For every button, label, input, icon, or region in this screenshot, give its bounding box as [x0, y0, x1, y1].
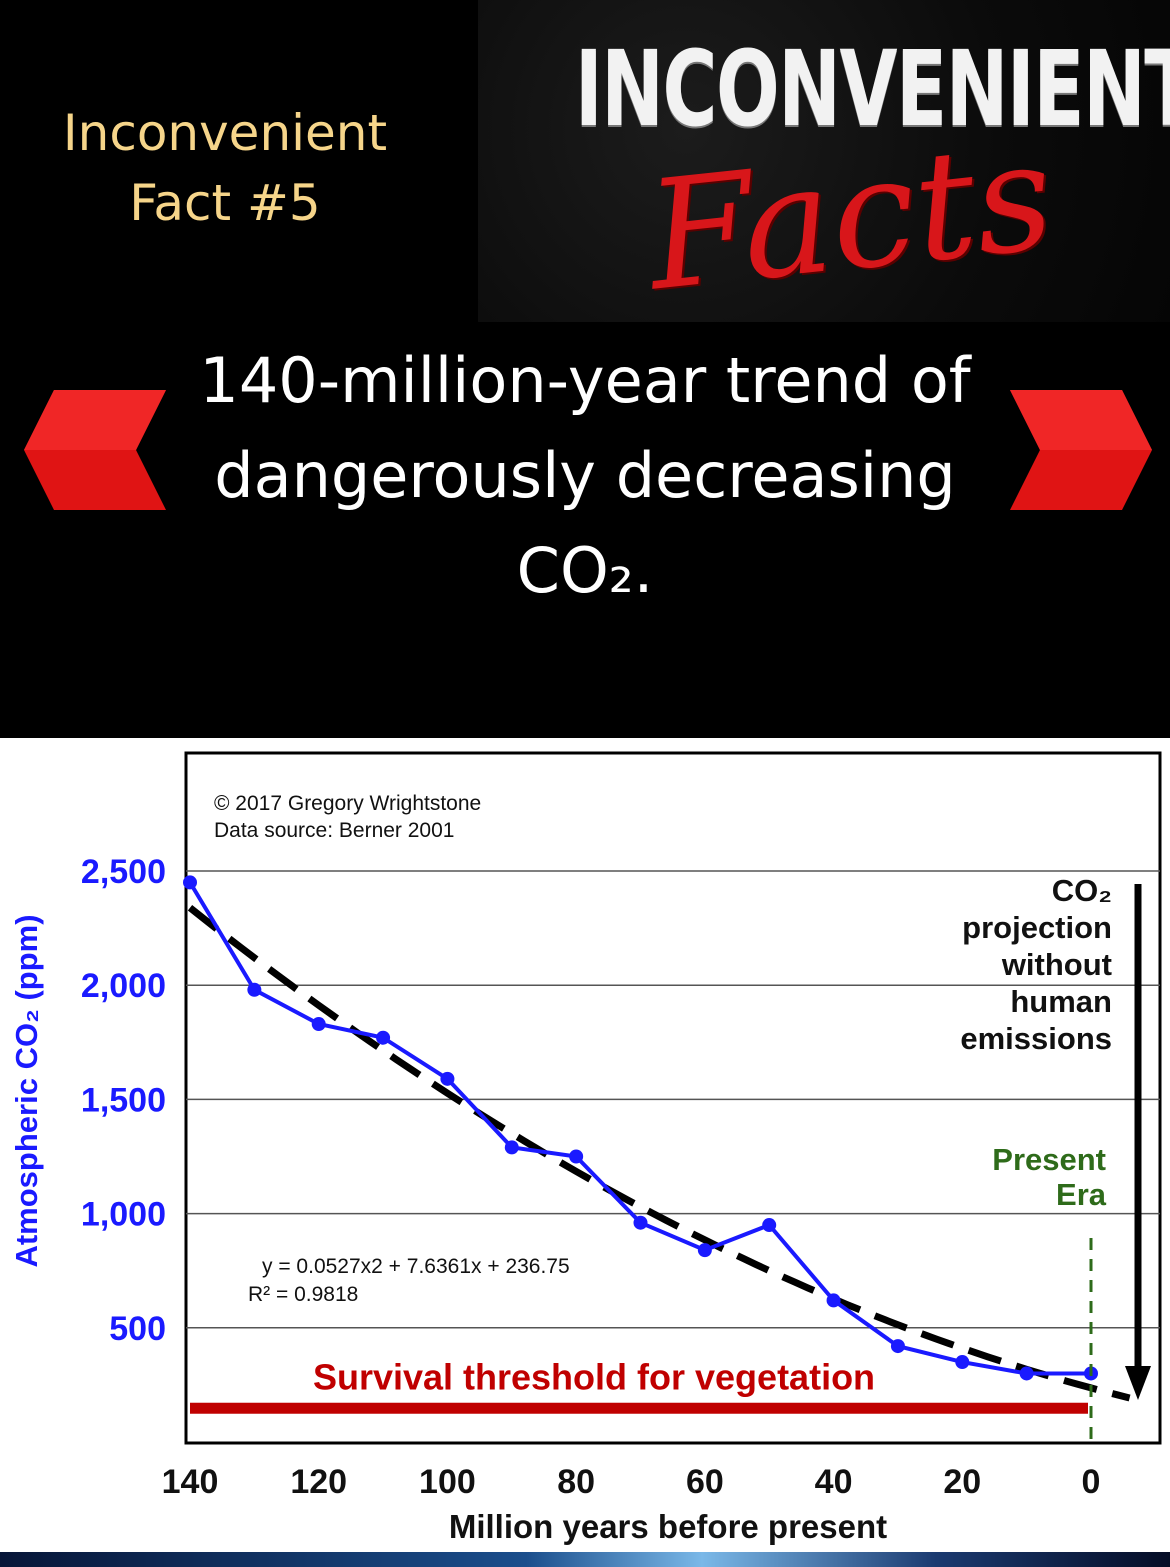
x-tick-label: 100: [419, 1463, 476, 1501]
chevron-left-icon[interactable]: [24, 390, 166, 510]
footer-strip: [0, 1552, 1170, 1567]
projection-line5: emissions: [960, 1021, 1112, 1056]
headline: 140-million-year trend of dangerously de…: [175, 333, 995, 618]
x-tick-label: 80: [557, 1463, 595, 1501]
chart-svg: 2,500 2,000 1,500 1,000 500 140 120 100 80 60 40 2…: [9, 751, 1162, 1545]
projection-line1: CO₂: [1052, 873, 1112, 908]
data-point: [697, 1243, 712, 1258]
co2-chart: 2,500 2,000 1,500 1,000 500 140 120 100 80 60 40 2…: [0, 738, 1170, 1552]
plot-frame: [184, 751, 1162, 1445]
data-point: [569, 1149, 584, 1164]
chevron-right-icon[interactable]: [1010, 390, 1152, 510]
credit-line1: © 2017 Gregory Wrightstone: [214, 792, 481, 815]
headline-line1: 140-million-year trend of: [199, 344, 971, 417]
projection-line4: human: [1010, 984, 1112, 1019]
header-banner: Inconvenient Fact #5 INCONVENIENT Facts …: [0, 0, 1170, 738]
y-tick-label: 2,500: [81, 853, 166, 891]
x-tick-label: 20: [943, 1463, 981, 1501]
x-tick-label: 40: [815, 1463, 853, 1501]
projection-label: CO₂ projection without human emissions: [960, 873, 1112, 1056]
y-axis-label: Atmospheric CO₂ (ppm): [9, 914, 44, 1267]
data-point: [504, 1140, 519, 1155]
data-point: [247, 982, 262, 997]
inconvenient-facts-logo: INCONVENIENT Facts: [478, 0, 1170, 322]
logo-wordmark: INCONVENIENT: [574, 28, 1170, 150]
y-tick-label: 2,000: [81, 967, 166, 1005]
x-tick-label: 0: [1082, 1463, 1101, 1501]
trend-equation: y = 0.0527x2 + 7.6361x + 236.75: [262, 1255, 570, 1278]
trend-r2: R² = 0.9818: [248, 1283, 358, 1306]
y-tick-label: 1,500: [81, 1081, 166, 1119]
data-point: [376, 1030, 391, 1045]
data-point: [826, 1293, 841, 1308]
present-era-line1: Present: [992, 1142, 1106, 1177]
y-tick-label: 1,000: [81, 1196, 166, 1234]
x-tick-label: 120: [290, 1463, 347, 1501]
x-tick-label: 60: [686, 1463, 724, 1501]
data-point: [183, 875, 197, 890]
data-point: [762, 1218, 777, 1233]
down-arrow-icon: [1125, 1366, 1151, 1400]
data-point: [440, 1071, 455, 1086]
x-tick-label: 140: [162, 1463, 219, 1501]
survival-threshold-bar: [190, 1402, 1088, 1414]
data-point: [311, 1017, 326, 1032]
data-point: [1019, 1366, 1034, 1381]
headline-line2: dangerously decreasing: [214, 439, 956, 512]
projection-line3: without: [1001, 947, 1112, 982]
trendline: [187, 905, 1131, 1402]
present-era-line2: Era: [1056, 1177, 1107, 1212]
credit-line2: Data source: Berner 2001: [214, 819, 454, 842]
projection-line2: projection: [962, 910, 1112, 945]
y-tick-label: 500: [109, 1310, 166, 1348]
fact-label-line2: Fact #5: [129, 174, 321, 232]
x-axis-label: Million years before present: [449, 1508, 887, 1545]
fact-number-label: Inconvenient Fact #5: [40, 98, 410, 238]
data-point: [633, 1215, 648, 1230]
data-point: [890, 1339, 905, 1354]
headline-line3: CO₂.: [516, 534, 654, 607]
data-point: [955, 1355, 970, 1370]
survival-threshold-label: Survival threshold for vegetation: [313, 1357, 875, 1398]
fact-label-line1: Inconvenient: [62, 104, 388, 162]
